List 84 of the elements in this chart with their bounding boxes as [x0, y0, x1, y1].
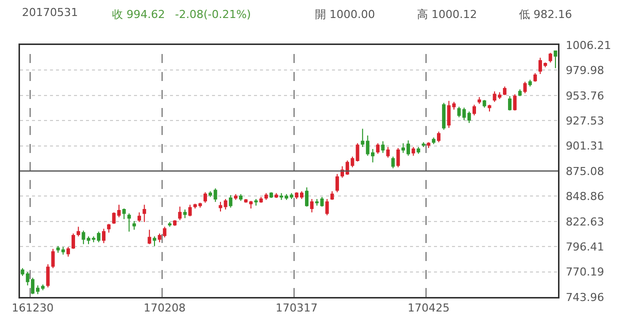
candlestick [107, 223, 111, 234]
candlestick [127, 212, 131, 232]
text: -2.08(-0.21%) [175, 8, 251, 21]
y-tick-label: 743.96 [566, 290, 604, 304]
candlestick [508, 96, 512, 112]
x-tick-label: 161230 [12, 302, 54, 315]
candlestick [412, 146, 416, 156]
candlestick [478, 96, 482, 104]
candlestick [218, 201, 222, 212]
candlestick [523, 81, 527, 94]
candlestick [269, 192, 273, 198]
candlestick [290, 192, 294, 200]
candlestick [173, 220, 177, 226]
candlestick [432, 136, 436, 145]
candlestick [102, 228, 106, 244]
x-tick-label: 170208 [144, 302, 186, 315]
candlestick [356, 142, 360, 162]
candlestick [305, 186, 309, 208]
candlestick [386, 146, 390, 158]
text: 收 994.62 [112, 8, 165, 21]
y-tick-label: 875.08 [566, 164, 604, 178]
candlestick [528, 79, 532, 88]
candlestick [482, 99, 486, 108]
candlestick [426, 142, 430, 149]
candlestick [335, 173, 339, 193]
y-tick-label: 822.63 [566, 215, 604, 228]
candlestick [376, 142, 380, 154]
y-tick-label: 901.31 [566, 140, 604, 153]
candlestick [325, 198, 329, 216]
candlestick [310, 198, 314, 213]
candlestick [46, 264, 50, 288]
candlestick [239, 194, 243, 202]
candlestick [472, 104, 476, 116]
candlestick [228, 194, 232, 208]
y-tick-label: 848.86 [566, 190, 604, 204]
candlestick [254, 198, 258, 206]
text: 高 1000.12 [417, 8, 477, 21]
text: 開 1000.00 [315, 8, 375, 21]
candlestick [381, 140, 385, 154]
y-tick-label: 979.98 [566, 64, 604, 78]
candlestick [76, 226, 80, 237]
candlestick [436, 131, 440, 143]
candlestick [274, 192, 278, 198]
y-tick-label: 796.41 [566, 240, 604, 254]
candlestick [82, 230, 86, 245]
candlestick [554, 50, 558, 69]
candlestick [72, 233, 76, 250]
candlestick [148, 229, 152, 245]
y-tick-label: 927.53 [566, 114, 604, 128]
candlestick [66, 246, 70, 258]
candlestick [315, 198, 319, 206]
candlestick [513, 94, 517, 112]
candlestick [488, 104, 492, 112]
candlestick [122, 208, 126, 220]
candlestick [204, 192, 207, 204]
x-tick-label: 170317 [276, 302, 318, 315]
candlestick [396, 148, 400, 168]
candlestick [152, 236, 156, 247]
candlestick [422, 142, 426, 148]
candlestick [442, 102, 446, 130]
candlestick [183, 209, 187, 219]
candlestick [259, 196, 263, 204]
candlestick [188, 204, 192, 217]
candlestick [168, 222, 172, 228]
y-tick-label: 1006.21 [566, 38, 612, 52]
candlestick [502, 86, 506, 96]
candlestick [518, 88, 522, 97]
candlestick [548, 52, 552, 63]
candlestick [416, 146, 420, 154]
candlestick [132, 220, 136, 230]
candlestick [330, 190, 334, 200]
candlestick [391, 156, 395, 169]
candlestick [142, 204, 146, 223]
candlestick [138, 212, 142, 223]
candlestick [178, 206, 182, 221]
y-tick-label: 770.19 [566, 266, 604, 279]
candlestick [533, 72, 537, 82]
text: 低 982.16 [519, 8, 572, 21]
candlestick [224, 198, 228, 210]
candlestick [264, 192, 268, 200]
y-tick-label: 953.76 [566, 89, 604, 102]
candlestick [234, 194, 238, 200]
chart-title: 20170531 [22, 6, 78, 19]
x-tick-label: 170425 [408, 302, 450, 315]
